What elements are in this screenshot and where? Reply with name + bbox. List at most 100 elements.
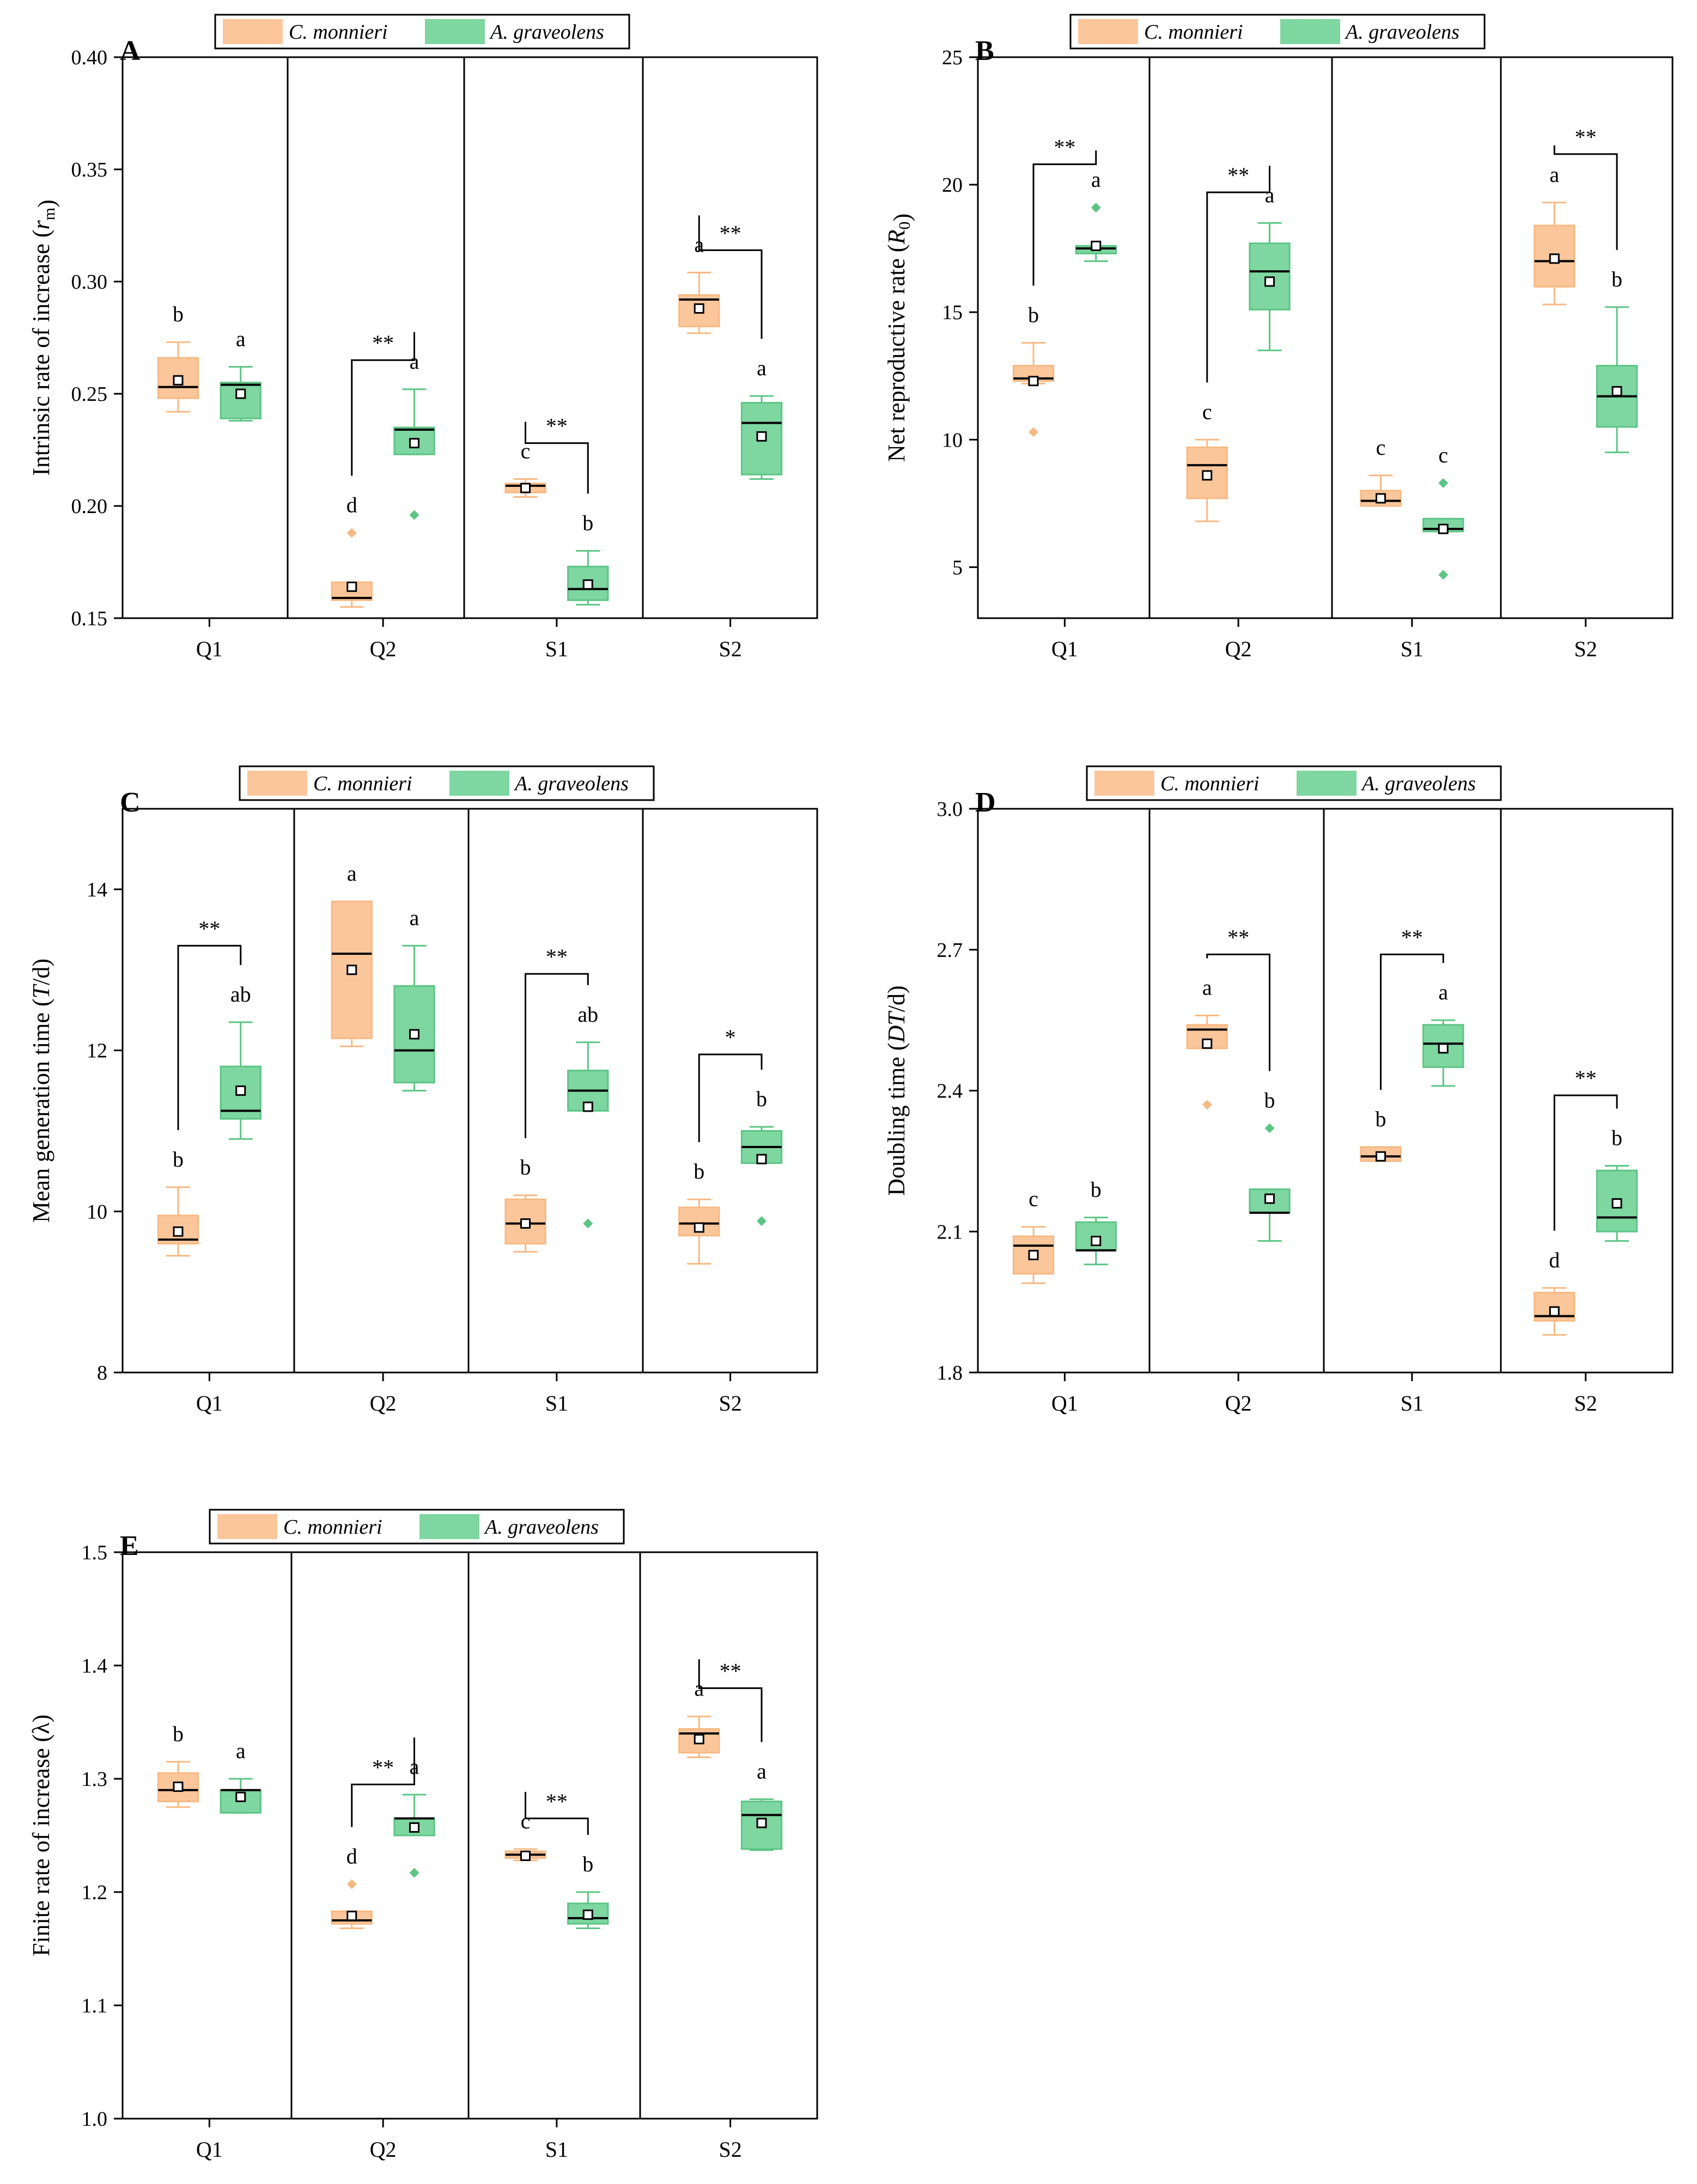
- x-tick-label: Q2: [370, 1391, 397, 1416]
- legend: C. monnieri A. graveolens: [239, 765, 655, 801]
- significance-letter: b: [1611, 1126, 1622, 1150]
- y-tick-label: 3.0: [937, 798, 963, 821]
- y-axis-label: Intrinsic rate of increase (rm): [28, 199, 60, 475]
- plot-frame: [977, 808, 1674, 1374]
- x-tick-label: Q2: [370, 2137, 397, 2162]
- significance-letter: a: [410, 349, 419, 374]
- box-c-monnieri-q2: a: [1186, 975, 1228, 1110]
- bracket-line: [525, 422, 589, 494]
- mean-marker: [346, 581, 357, 592]
- significance-letter: b: [173, 1147, 184, 1172]
- mean-marker: [235, 388, 246, 399]
- legend-label-a-graveolens: A. graveolens: [1344, 21, 1459, 44]
- legend-box: [214, 14, 630, 50]
- mean-marker: [1028, 1249, 1039, 1260]
- x-tick-label: Q2: [370, 637, 397, 661]
- significance-bracket: **: [525, 944, 589, 1138]
- bracket-line: [351, 332, 415, 476]
- outlier-point: [409, 1868, 419, 1878]
- mean-marker: [756, 431, 767, 442]
- significance-letter: b: [1028, 302, 1039, 327]
- outlier-point: [1091, 203, 1101, 213]
- bracket-line: [1553, 1094, 1618, 1231]
- chart-panel-a: 0.15 0.20 0.25 0.30 0.35 0.40 Q1 Q2 S1 S2 Intrinsi…: [28, 14, 818, 661]
- chart-panel-c: 8 10 12 14 Q1 Q2 S1 S2 Mean generation time (T/d…: [28, 765, 818, 1416]
- y-tick-label: 0.15: [71, 607, 108, 630]
- legend-label-a-graveolens: A. graveolens: [1360, 772, 1476, 795]
- plot-frame: [121, 808, 818, 1374]
- y-tick-label: 1.2: [82, 1881, 108, 1904]
- mean-marker: [694, 303, 704, 314]
- plot-frame: [121, 1551, 818, 2120]
- mean-marker: [409, 1029, 419, 1040]
- mean-marker: [520, 1850, 531, 1861]
- y-tick-label: 8: [97, 1362, 107, 1384]
- legend-label-a-graveolens: A. graveolens: [483, 1516, 599, 1539]
- box-c-monnieri-q1: b: [1012, 302, 1055, 437]
- outlier-point: [1202, 1100, 1212, 1110]
- legend-label-a-graveolens: A. graveolens: [489, 21, 604, 44]
- mean-marker: [582, 1101, 593, 1112]
- significance-letter: a: [236, 1738, 246, 1763]
- mean-marker: [1202, 470, 1213, 481]
- significance-bracket: *: [698, 1025, 763, 1143]
- bracket-label: **: [720, 1659, 741, 1683]
- box-a-graveolens-q2: a: [393, 1754, 435, 1878]
- outlier-point: [1029, 427, 1038, 437]
- plot-frame: [121, 56, 818, 619]
- x-tick-label: S1: [545, 637, 568, 661]
- y-tick-label: 2.4: [937, 1080, 963, 1103]
- x-tick-label: S1: [1401, 1391, 1424, 1416]
- significance-bracket: **: [525, 1789, 589, 1835]
- outlier-point: [1438, 478, 1449, 488]
- significance-bracket: **: [1032, 135, 1097, 286]
- y-tick-label: 1.4: [82, 1655, 108, 1677]
- legend-label-c-monnieri: C. monnieri: [1144, 21, 1243, 44]
- bracket-label: *: [725, 1025, 736, 1050]
- mean-marker: [235, 1791, 246, 1802]
- significance-letter: b: [1264, 1088, 1275, 1113]
- legend-swatch-c-monnieri: [1078, 19, 1138, 44]
- y-tick-label: 0.35: [71, 158, 108, 181]
- y-tick-label: 25: [942, 46, 963, 69]
- mean-marker: [694, 1222, 704, 1233]
- mean-marker: [346, 965, 357, 975]
- box-c-monnieri-q1: c: [1012, 1187, 1055, 1284]
- mean-marker: [1202, 1038, 1213, 1049]
- outlier-point: [1438, 570, 1449, 580]
- mean-marker: [235, 1085, 246, 1096]
- significance-letter: a: [1438, 980, 1448, 1004]
- chart-panel-e: 1.0 1.1 1.2 1.3 1.4 1.5 Q1 Q2 S1 S2 Finite rate of…: [28, 1509, 818, 2162]
- bracket-line: [1032, 150, 1097, 286]
- mean-marker: [1611, 1198, 1622, 1209]
- bracket-label: **: [1401, 925, 1423, 949]
- panel-letter: D: [975, 787, 996, 818]
- box-c-monnieri-s2: a: [678, 1676, 720, 1758]
- legend-swatch-c-monnieri: [217, 1514, 277, 1539]
- legend-box: [1086, 765, 1502, 801]
- significance-bracket: **: [1206, 163, 1270, 383]
- panel-letter: A: [120, 35, 141, 66]
- bracket-label: **: [198, 916, 220, 941]
- chart-panel-d: 1.8 2.1 2.4 2.7 3.0 Q1 Q2 S1 S2 Doubling time (DT…: [883, 765, 1674, 1416]
- box-a-graveolens-q1: a: [220, 327, 261, 422]
- significance-letter: c: [521, 1809, 531, 1833]
- iqr-box: [393, 985, 435, 1084]
- box-a-graveolens-q1: ab: [220, 982, 261, 1140]
- legend-swatch-c-monnieri: [223, 19, 283, 44]
- significance-letter: a: [1549, 162, 1559, 187]
- bracket-label: **: [372, 1755, 394, 1779]
- significance-bracket: **: [1206, 925, 1270, 1071]
- bracket-line: [1380, 953, 1444, 1090]
- significance-letter: b: [173, 1722, 184, 1746]
- bracket-line: [1206, 953, 1270, 1071]
- x-tick-label: Q1: [196, 637, 223, 661]
- box-c-monnieri-s1: b: [1360, 1107, 1402, 1162]
- mean-marker: [1264, 1193, 1275, 1204]
- significance-bracket: **: [698, 1659, 763, 1742]
- bracket-line: [351, 1737, 415, 1827]
- legend-swatch-a-graveolens: [425, 19, 485, 44]
- y-tick-label: 1.8: [937, 1362, 963, 1384]
- mean-marker: [1376, 493, 1386, 504]
